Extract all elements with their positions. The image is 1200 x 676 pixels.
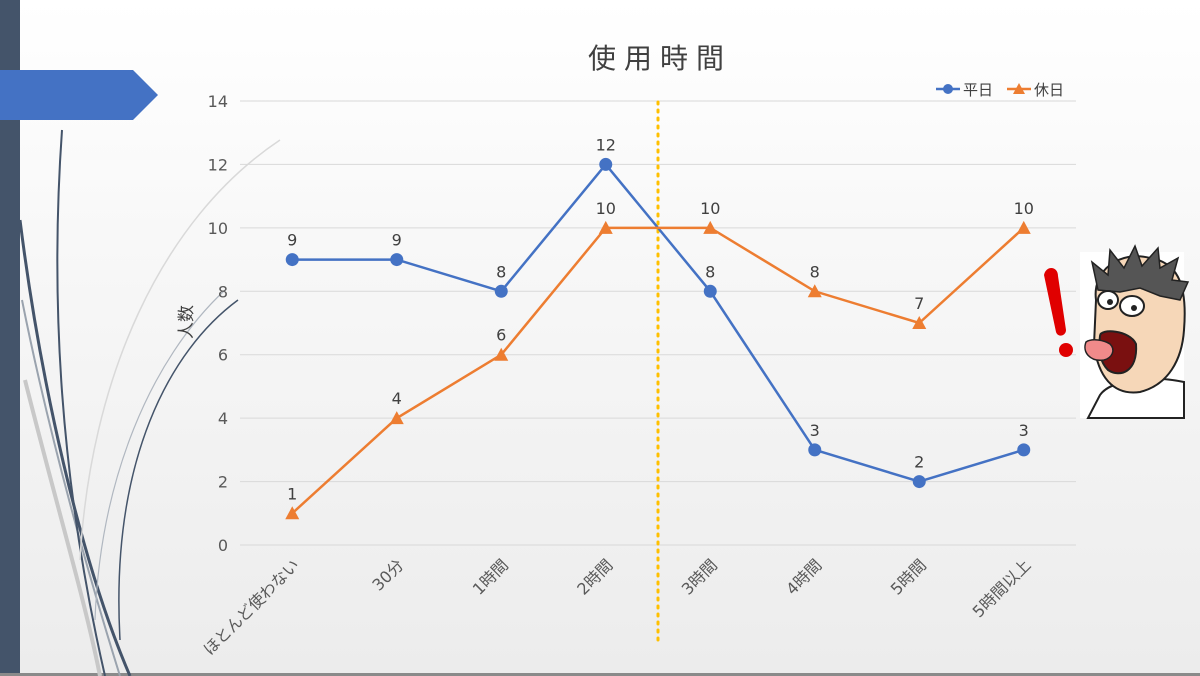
x-tick-label: 30分	[368, 555, 407, 594]
y-tick-label: 8	[218, 282, 228, 301]
surprised-man-cartoon-icon	[1044, 244, 1190, 419]
y-tick-label: 10	[208, 219, 228, 238]
x-tick-label: 5時間以上	[969, 555, 1035, 621]
data-labels: 9 9 8 12 8 3 2 3 1 4 6 10 10 8 7 10	[287, 135, 1034, 503]
data-label: 8	[810, 262, 820, 281]
data-point	[390, 253, 404, 267]
data-point	[389, 411, 404, 425]
legend-label-weekday: 平日	[963, 81, 993, 99]
bottom-border	[0, 673, 1200, 676]
data-label: 10	[700, 199, 720, 218]
exclamation-dot	[1059, 343, 1073, 357]
data-point	[599, 157, 613, 171]
data-label: 3	[810, 421, 820, 440]
data-point	[285, 253, 299, 267]
y-axis-ticks: 0 2 4 6 8 10 12 14	[208, 92, 228, 555]
exclamation-mark-icon	[1044, 267, 1066, 336]
y-tick-label: 12	[208, 155, 228, 174]
x-tick-label: 2時間	[573, 555, 616, 598]
series-line-weekday	[292, 162, 1025, 483]
legend-item-weekday: 平日	[936, 81, 993, 99]
x-tick-label: ほとんど使わない	[199, 555, 303, 659]
data-label: 10	[1014, 199, 1034, 218]
data-label: 9	[392, 231, 402, 250]
data-point	[703, 284, 717, 298]
data-point	[1016, 220, 1031, 234]
y-tick-label: 14	[208, 92, 228, 111]
data-label: 1	[287, 484, 297, 503]
data-label: 12	[596, 135, 616, 154]
series-group	[285, 157, 1031, 520]
series-line-holiday	[291, 226, 1025, 515]
x-tick-label: 4時間	[782, 555, 825, 598]
data-label: 4	[392, 389, 402, 408]
y-tick-label: 6	[218, 346, 228, 365]
x-tick-label: 3時間	[678, 555, 721, 598]
legend-item-holiday: 休日	[1007, 81, 1064, 99]
data-label: 8	[496, 262, 506, 281]
legend: 平日 休日	[936, 81, 1064, 99]
y-axis-label: 人数	[177, 305, 197, 339]
data-point	[598, 220, 613, 234]
data-point	[808, 443, 822, 457]
data-label: 6	[496, 326, 506, 345]
y-tick-label: 2	[218, 473, 228, 492]
data-label: 7	[914, 294, 924, 313]
data-label: 8	[705, 262, 715, 281]
data-point	[912, 316, 927, 329]
x-tick-label: 1時間	[469, 555, 512, 598]
data-point	[703, 220, 718, 234]
data-point	[285, 506, 300, 520]
x-axis-ticks: ほとんど使わない 30分 1時間 2時間 3時間 4時間 5時間 5時間以上	[199, 555, 1034, 659]
y-tick-label: 4	[218, 409, 228, 428]
data-point	[494, 284, 508, 298]
data-label: 3	[1019, 421, 1029, 440]
left-accent-bar	[0, 0, 20, 676]
arrow-tab-decoration	[0, 70, 158, 120]
data-point	[807, 284, 822, 298]
data-point	[912, 475, 926, 489]
chart-title: 使用時間	[588, 42, 732, 75]
data-label: 9	[287, 231, 297, 250]
decorative-curves	[18, 129, 281, 676]
legend-label-holiday: 休日	[1034, 81, 1064, 99]
data-label: 2	[914, 453, 924, 472]
data-label: 10	[596, 199, 616, 218]
x-tick-label: 5時間	[887, 555, 930, 598]
data-point	[1017, 443, 1031, 457]
data-point	[494, 347, 509, 361]
y-tick-label: 0	[218, 536, 228, 555]
